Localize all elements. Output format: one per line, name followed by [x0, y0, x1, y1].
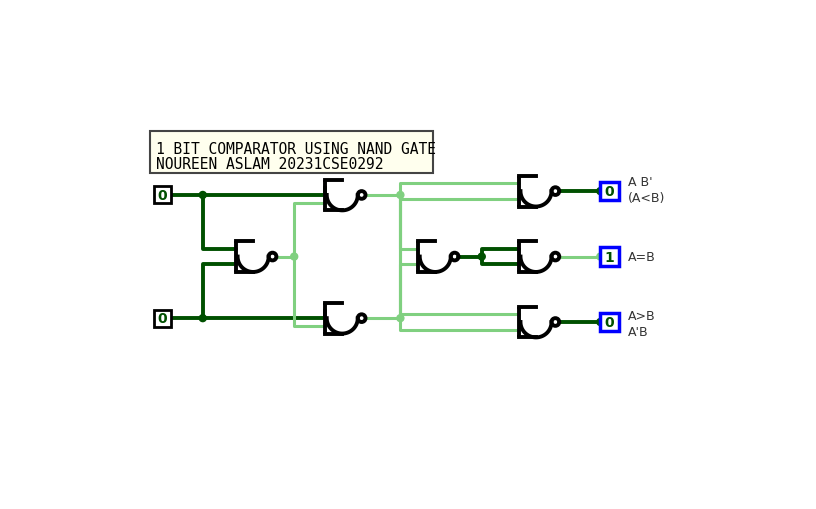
Circle shape	[596, 188, 604, 195]
Text: 1 BIT COMPARATOR USING NAND GATE: 1 BIT COMPARATOR USING NAND GATE	[156, 142, 437, 157]
FancyBboxPatch shape	[601, 183, 619, 201]
Circle shape	[397, 192, 404, 199]
FancyBboxPatch shape	[150, 132, 433, 174]
Text: 0: 0	[157, 188, 167, 203]
FancyBboxPatch shape	[154, 310, 171, 327]
Text: A>B
A'B: A>B A'B	[628, 309, 656, 338]
FancyBboxPatch shape	[601, 248, 619, 266]
Circle shape	[199, 315, 206, 322]
Text: 0: 0	[605, 185, 614, 199]
Circle shape	[478, 253, 486, 261]
Text: NOUREEN ASLAM 20231CSE0292: NOUREEN ASLAM 20231CSE0292	[156, 156, 384, 172]
Text: A=B: A=B	[628, 250, 656, 264]
Text: A B'
(A<B): A B' (A<B)	[628, 176, 666, 205]
Text: 0: 0	[605, 316, 614, 329]
Circle shape	[290, 253, 298, 261]
Circle shape	[596, 319, 604, 326]
Circle shape	[397, 315, 404, 322]
Circle shape	[596, 253, 604, 261]
FancyBboxPatch shape	[601, 313, 619, 331]
Circle shape	[199, 192, 206, 199]
FancyBboxPatch shape	[154, 187, 171, 204]
Text: 0: 0	[157, 312, 167, 326]
Text: 1: 1	[605, 250, 614, 264]
